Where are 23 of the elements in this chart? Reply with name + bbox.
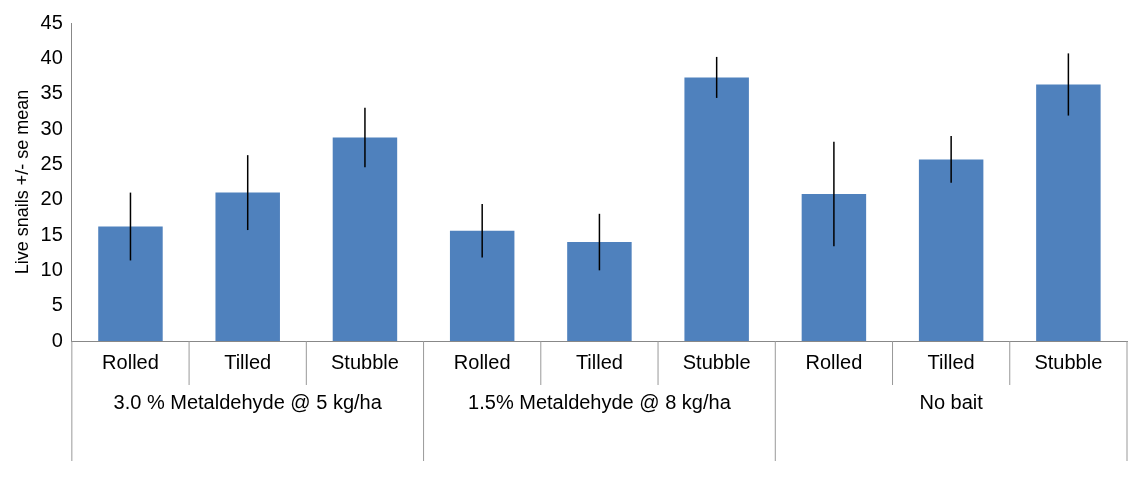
x-tick-label: Stubble <box>331 350 399 373</box>
x-tick-label: Rolled <box>805 350 863 373</box>
x-tick-label: Stubble <box>682 350 751 373</box>
text: 3.0 % Metaldehyde @ 5 kg/ha <box>113 390 383 413</box>
x-tick-label: Tilled <box>575 350 623 373</box>
text: 1.5% Metaldehyde @ 8 kg/ha <box>468 390 732 413</box>
y-tick-label: 15 <box>40 222 63 245</box>
y-axis-title: Live snails +/- se mean <box>11 89 32 275</box>
x-tick-label: Rolled <box>102 350 159 373</box>
y-tick-label: 20 <box>40 187 63 210</box>
y-tick-label: 5 <box>51 293 63 316</box>
text: No bait <box>919 390 984 413</box>
x-tick-label: Rolled <box>453 350 511 373</box>
y-tick-label: 30 <box>40 116 63 139</box>
y-tick-label: 35 <box>40 81 63 104</box>
y-tick-label: 25 <box>40 151 63 174</box>
y-tick-label: 40 <box>40 45 63 68</box>
x-tick-label: Tilled <box>224 350 272 373</box>
x-tick-label: Tilled <box>927 350 975 373</box>
y-tick-label: 10 <box>40 257 63 280</box>
y-tick-label: 45 <box>40 10 63 33</box>
y-tick-label: 0 <box>51 328 63 351</box>
x-tick-label: Stubble <box>1034 350 1103 373</box>
